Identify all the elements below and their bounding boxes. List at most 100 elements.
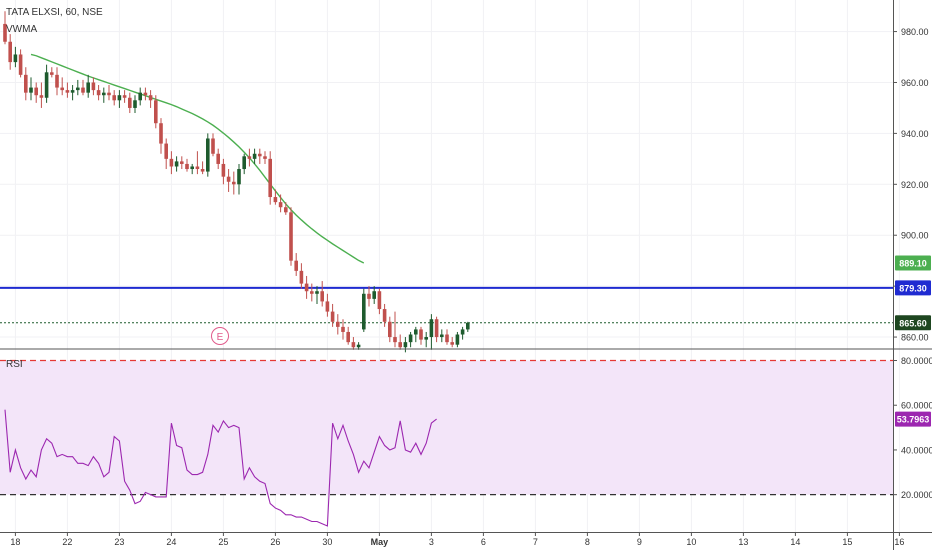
candle xyxy=(388,316,392,343)
time-tick-label: 15 xyxy=(842,537,852,547)
candle-body xyxy=(3,23,7,42)
candle-body xyxy=(174,161,179,167)
candle-body xyxy=(190,166,194,170)
candle xyxy=(200,161,205,175)
ma-legend: VWMA xyxy=(6,24,38,35)
candle xyxy=(466,321,470,332)
candle-body xyxy=(315,291,319,294)
price-tick-label: 900.00 xyxy=(901,231,929,241)
candle-body xyxy=(112,95,116,101)
candle xyxy=(351,337,356,350)
candle xyxy=(96,85,101,101)
candle-body xyxy=(356,344,361,348)
candle-body xyxy=(455,334,460,345)
candle-body xyxy=(107,92,111,96)
candle xyxy=(289,207,293,266)
symbol-legend: TATA ELXSI, 60, NSE xyxy=(6,7,103,18)
candle-body xyxy=(55,74,59,88)
candle-body xyxy=(200,169,205,172)
candle xyxy=(138,87,142,106)
candle xyxy=(273,189,278,205)
time-tick-label: 7 xyxy=(533,537,538,547)
candle-body xyxy=(419,329,423,340)
candle xyxy=(325,293,330,317)
candle-body xyxy=(24,74,28,93)
candle xyxy=(268,151,272,205)
price-tick-label: 980.00 xyxy=(901,27,929,37)
candle xyxy=(34,82,38,103)
rsi-tick-label: 20.0000 xyxy=(901,490,932,500)
candle-body xyxy=(460,329,465,335)
rsi-value-badge: 53.7963 xyxy=(895,411,931,427)
price-tick-label: 920.00 xyxy=(901,180,929,190)
rsi-tick-label: 40.0000 xyxy=(901,445,932,455)
candle xyxy=(159,118,163,154)
candle-body xyxy=(226,176,231,182)
candle-body xyxy=(34,87,38,96)
candle-body xyxy=(39,95,44,98)
candle-body xyxy=(133,100,137,108)
candle xyxy=(133,95,137,114)
candle xyxy=(299,263,304,289)
candle xyxy=(434,316,439,343)
candle-body xyxy=(336,321,340,327)
candle xyxy=(310,283,314,302)
time-tick-label: 18 xyxy=(10,537,20,547)
candle-body xyxy=(148,95,153,101)
candle-body xyxy=(128,97,132,108)
candle-body xyxy=(445,334,449,343)
candle-body xyxy=(325,301,330,312)
candle xyxy=(76,79,80,96)
level-price-badge-bg xyxy=(895,280,931,296)
candle-body xyxy=(310,291,314,294)
candle xyxy=(232,171,236,195)
candle xyxy=(117,90,122,108)
time-tick-label: May xyxy=(371,537,389,547)
last-price-badge-text: 865.60 xyxy=(899,318,927,328)
candle-body xyxy=(86,82,90,93)
candle-body xyxy=(18,54,23,75)
vwma-price-badge: 889.10 xyxy=(895,255,931,271)
time-tick-label: 14 xyxy=(790,537,800,547)
time-tick-label: 8 xyxy=(585,537,590,547)
candle-body xyxy=(362,293,366,330)
candle xyxy=(169,151,174,175)
event-marker-circle xyxy=(211,327,229,345)
level-price-badge: 879.30 xyxy=(895,280,931,296)
candle xyxy=(206,133,210,177)
candle xyxy=(445,329,449,345)
candle-body xyxy=(216,153,220,164)
candle-body xyxy=(284,207,288,213)
level-price-badge-text: 879.30 xyxy=(899,283,927,293)
time-tick-label: 9 xyxy=(637,537,642,547)
time-tick-label: 22 xyxy=(62,537,72,547)
candle xyxy=(50,67,54,78)
candle-body xyxy=(424,337,428,340)
time-tick-label: 25 xyxy=(218,537,228,547)
candle-body xyxy=(159,123,163,144)
candle xyxy=(315,286,319,304)
candle-body xyxy=(44,72,49,98)
candle xyxy=(39,82,44,108)
earnings-event-marker[interactable]: E xyxy=(209,325,231,347)
candle-body xyxy=(195,166,200,170)
candle xyxy=(429,314,434,350)
candle-body xyxy=(154,100,158,124)
candle-body xyxy=(372,291,376,299)
time-tick-label: 16 xyxy=(894,537,904,547)
last-price-badge: 865.60 xyxy=(895,315,931,331)
candle xyxy=(164,138,168,170)
candle-body xyxy=(414,329,418,335)
candle xyxy=(24,67,28,101)
candle xyxy=(242,153,246,175)
candle xyxy=(320,281,324,307)
candle-body xyxy=(377,291,382,310)
candle xyxy=(460,326,465,340)
rsi-tick-label: 80.0000 xyxy=(901,356,932,366)
candle-body xyxy=(143,92,148,96)
time-tick-label: 26 xyxy=(270,537,280,547)
candle xyxy=(284,202,288,215)
candle xyxy=(70,85,75,101)
candle-body xyxy=(299,270,304,284)
